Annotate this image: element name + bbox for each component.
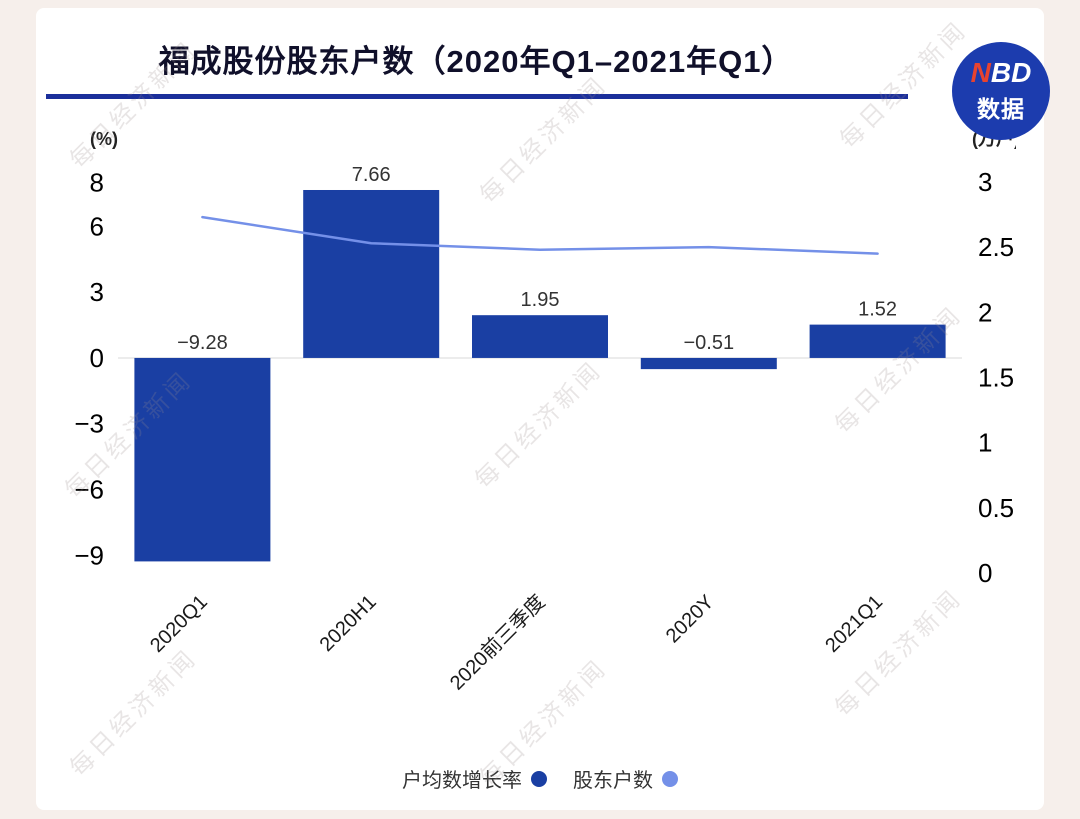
bar-2021Q1 xyxy=(809,324,946,358)
chart-title: 福成股份股东户数（2020年Q1–2021年Q1） xyxy=(158,44,794,79)
nbd-logo: NBD 数据 xyxy=(952,42,1050,140)
right-axis-tick: 2 xyxy=(978,297,992,327)
right-axis-tick: 3 xyxy=(978,167,992,197)
bar-2020H1 xyxy=(303,189,440,358)
left-axis-tick: 0 xyxy=(90,343,104,373)
category-label-2020H1: 2020H1 xyxy=(316,591,381,656)
category-label-2020前三季度: 2020前三季度 xyxy=(445,590,549,694)
holders-line-series xyxy=(201,215,879,255)
right-axis-tick: 1 xyxy=(978,428,992,458)
left-axis-tick: 8 xyxy=(90,168,104,198)
category-label-2021Q1: 2021Q1 xyxy=(821,591,887,657)
left-axis-tick: −9 xyxy=(74,540,104,570)
legend-label-growth-rate: 户均数增长率 xyxy=(402,770,522,792)
nbd-logo-text: NBD xyxy=(970,56,1032,88)
nbd-logo-n: N xyxy=(970,56,991,88)
bar-value-label: −0.51 xyxy=(683,332,734,354)
bar-2020Y xyxy=(640,357,777,370)
left-axis-tick: 3 xyxy=(90,277,104,307)
bar-value-label: −9.28 xyxy=(177,332,228,354)
bar-value-label: 7.66 xyxy=(352,164,391,186)
right-axis-tick: 0.5 xyxy=(978,493,1014,523)
left-axis-unit: (%) xyxy=(90,129,118,149)
combo-chart: 8630−3−6−932.521.510.50(%)(万户)−9.287.661… xyxy=(74,128,1016,695)
legend-item-holders[interactable]: 股东户数 xyxy=(573,764,678,793)
nbd-logo-subtitle: 数据 xyxy=(977,95,1025,122)
right-axis-tick: 2.5 xyxy=(978,232,1014,262)
bar-2020Q1 xyxy=(134,357,271,562)
left-axis-tick: 6 xyxy=(90,211,104,241)
legend-label-holders: 股东户数 xyxy=(573,770,653,792)
left-axis-tick: −3 xyxy=(74,409,104,439)
legend-dot-growth-rate xyxy=(531,770,547,787)
right-axis-tick: 1.5 xyxy=(978,362,1014,392)
bar-2020前三季度 xyxy=(472,315,608,358)
left-axis-tick: −6 xyxy=(74,474,104,504)
bar-value-label: 1.52 xyxy=(858,299,897,321)
bar-value-label: 1.95 xyxy=(521,289,560,311)
title-underline xyxy=(46,94,908,99)
right-axis-tick: 0 xyxy=(978,558,992,588)
nbd-logo-bd: BD xyxy=(990,56,1032,88)
category-label-2020Q1: 2020Q1 xyxy=(146,591,212,657)
legend: 户均数增长率 股东户数 xyxy=(36,764,1044,793)
legend-item-growth-rate[interactable]: 户均数增长率 xyxy=(402,764,547,793)
category-label-2020Y: 2020Y xyxy=(662,591,718,647)
legend-dot-holders xyxy=(662,770,678,787)
chart-card: 福成股份股东户数（2020年Q1–2021年Q1） NBD 数据 8 6 3 0 −3 −… xyxy=(36,8,1050,810)
